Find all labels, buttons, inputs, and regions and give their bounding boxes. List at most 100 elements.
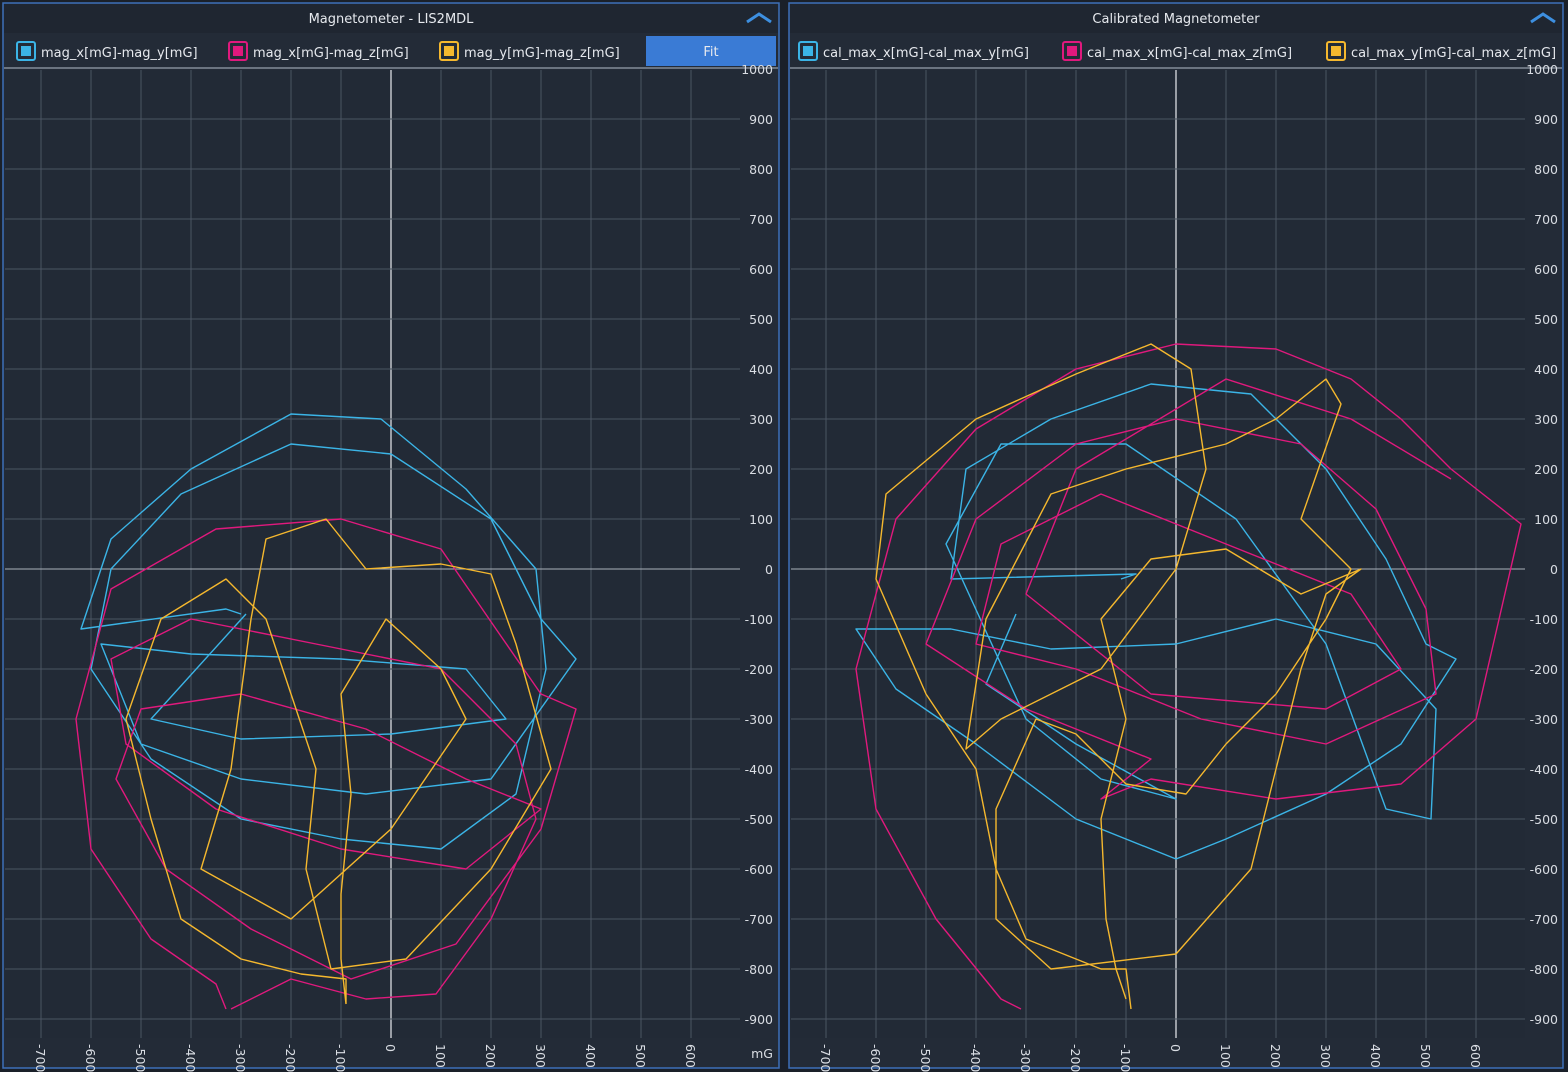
series-line — [875, 343, 1362, 1010]
y-tick-label: -900 — [745, 1012, 773, 1027]
y-tick-label: -100 — [1530, 612, 1558, 627]
y-tick-label: 300 — [1534, 412, 1558, 427]
x-tick-label: 600 — [1468, 1044, 1483, 1068]
x-tick-label: -200 — [1068, 1044, 1083, 1072]
x-tick-label: -300 — [1018, 1044, 1033, 1072]
plot-area — [5, 70, 740, 1038]
legend-label: cal_max_x[mG]-cal_max_z[mG] — [1087, 46, 1292, 61]
y-tick-label: 200 — [1534, 462, 1558, 477]
collapse-button[interactable] — [1530, 12, 1556, 24]
y-tick-label: 100 — [1534, 512, 1558, 527]
x-tick-label: -400 — [183, 1044, 198, 1072]
collapse-button[interactable] — [746, 12, 772, 24]
y-tick-label: 1000 — [741, 62, 773, 77]
x-tick-label: -100 — [333, 1044, 348, 1072]
y-tick-label: 300 — [749, 412, 773, 427]
y-tick-label: 800 — [749, 162, 773, 177]
x-tick-label: 500 — [633, 1044, 648, 1068]
fit-button-label[interactable]: Fit — [703, 45, 718, 60]
legend-checkbox[interactable] — [439, 41, 459, 61]
x-tick-label: 300 — [1318, 1044, 1333, 1068]
y-tick-label: 100 — [749, 512, 773, 527]
y-tick-label: -200 — [745, 662, 773, 677]
y-tick-label: -100 — [745, 612, 773, 627]
y-tick-label: 500 — [1534, 312, 1558, 327]
plot-area — [791, 70, 1525, 1038]
legend-label: cal_max_x[mG]-cal_max_y[mG] — [823, 46, 1029, 61]
x-tick-label: -500 — [918, 1044, 933, 1072]
y-tick-label: 900 — [1534, 112, 1558, 127]
y-tick-label: -300 — [745, 712, 773, 727]
y-tick-label: -900 — [1530, 1012, 1558, 1027]
panel-title: Magnetometer - LIS2MDL — [309, 12, 475, 27]
x-tick-label: -700 — [33, 1044, 48, 1072]
x-tick-label: 200 — [1268, 1044, 1283, 1068]
legend-swatch — [1067, 46, 1077, 56]
y-tick-label: 400 — [749, 362, 773, 377]
x-tick-label: -700 — [818, 1044, 833, 1072]
legend-checkbox[interactable] — [1326, 41, 1346, 61]
y-tick-label: -700 — [745, 912, 773, 927]
y-tick-label: 400 — [1534, 362, 1558, 377]
y-tick-label: 800 — [1534, 162, 1558, 177]
x-tick-label: -600 — [83, 1044, 98, 1072]
legend-swatch — [233, 46, 243, 56]
x-tick-label: 200 — [483, 1044, 498, 1068]
y-tick-label: -200 — [1530, 662, 1558, 677]
legend-label: mag_y[mG]-mag_z[mG] — [464, 46, 620, 61]
panel-title: Calibrated Magnetometer — [1092, 12, 1260, 27]
legend-checkbox[interactable] — [228, 41, 248, 61]
x-tick-label: 100 — [433, 1044, 448, 1068]
fit-button[interactable] — [646, 36, 776, 66]
y-tick-label: -600 — [1530, 862, 1558, 877]
y-tick-label: -300 — [1530, 712, 1558, 727]
legend-checkbox[interactable] — [16, 41, 36, 61]
y-tick-label: 1000 — [1526, 62, 1558, 77]
legend-label: mag_x[mG]-mag_z[mG] — [253, 46, 409, 61]
series-line — [125, 518, 552, 1005]
y-tick-label: -500 — [1530, 812, 1558, 827]
y-tick-label: -800 — [745, 962, 773, 977]
y-tick-label: -800 — [1530, 962, 1558, 977]
legend-label: cal_max_y[mG]-cal_max_z[mG] — [1351, 46, 1556, 61]
x-tick-label: 0 — [1168, 1044, 1183, 1052]
x-tick-label: -400 — [968, 1044, 983, 1072]
y-tick-label: -400 — [1530, 762, 1558, 777]
axis-unit: mG — [751, 1046, 773, 1061]
y-tick-label: 900 — [749, 112, 773, 127]
y-tick-label: 500 — [749, 312, 773, 327]
header — [790, 4, 1562, 33]
x-tick-label: 400 — [1368, 1044, 1383, 1068]
x-tick-label: 0 — [383, 1044, 398, 1052]
y-tick-label: 700 — [1534, 212, 1558, 227]
y-tick-label: -500 — [745, 812, 773, 827]
legend-swatch — [444, 46, 454, 56]
x-tick-label: 400 — [583, 1044, 598, 1068]
header — [4, 4, 778, 33]
y-tick-label: 600 — [749, 262, 773, 277]
y-tick-label: -700 — [1530, 912, 1558, 927]
series-line — [80, 413, 577, 850]
x-tick-label: 600 — [683, 1044, 698, 1068]
series-line — [855, 383, 1457, 860]
legend-checkbox[interactable] — [1062, 41, 1082, 61]
legend-checkbox[interactable] — [798, 41, 818, 61]
legend-swatch — [803, 46, 813, 56]
x-tick-label: 300 — [533, 1044, 548, 1068]
x-tick-label: 500 — [1418, 1044, 1433, 1068]
y-tick-label: 0 — [765, 562, 773, 577]
x-tick-label: -200 — [283, 1044, 298, 1072]
plot-bg — [5, 70, 740, 1038]
legend-swatch — [1331, 46, 1341, 56]
series-line — [75, 518, 577, 1010]
x-tick-label: -300 — [233, 1044, 248, 1072]
x-tick-label: -100 — [1118, 1044, 1133, 1072]
legend-label: mag_x[mG]-mag_y[mG] — [41, 46, 198, 61]
y-tick-label: 0 — [1550, 562, 1558, 577]
x-tick-label: 100 — [1218, 1044, 1233, 1068]
y-tick-label: 200 — [749, 462, 773, 477]
plot-bg — [791, 70, 1525, 1038]
legend-swatch — [21, 46, 31, 56]
